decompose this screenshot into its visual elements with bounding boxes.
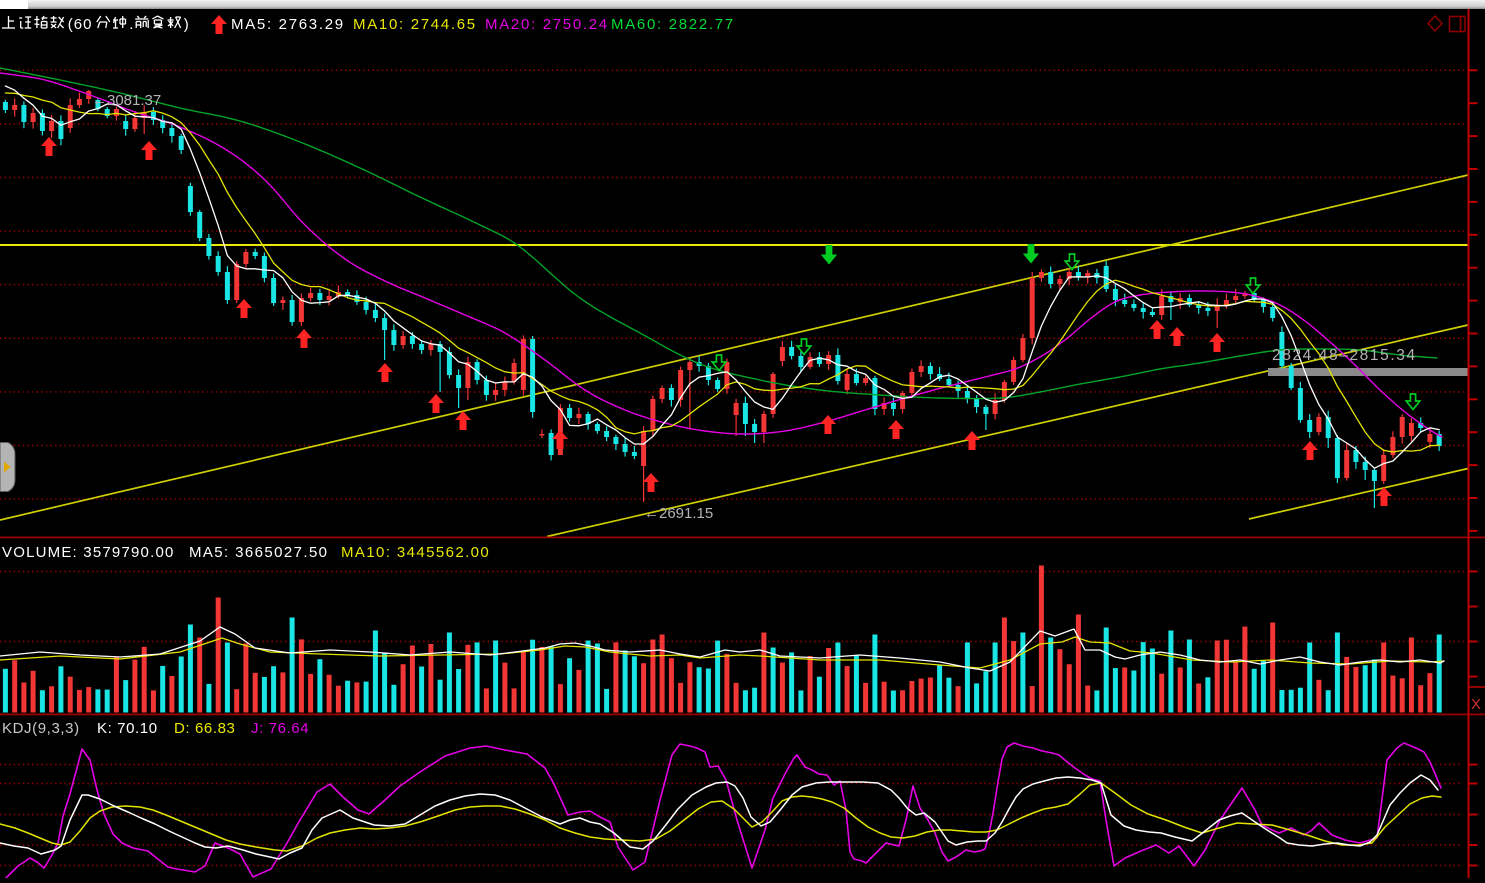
svg-text:K: 70.10: K: 70.10 xyxy=(97,720,158,737)
svg-text:MA5: 2763.29: MA5: 2763.29 xyxy=(231,16,345,33)
svg-text:X: X xyxy=(1471,696,1481,713)
svg-text:MA5: 3665027.50: MA5: 3665027.50 xyxy=(189,544,328,561)
svg-text:KDJ(9,3,3): KDJ(9,3,3) xyxy=(2,720,80,737)
svg-text:J: 76.64: J: 76.64 xyxy=(251,720,309,737)
svg-text:MA20: 2750.24: MA20: 2750.24 xyxy=(485,16,609,33)
svg-text:(60: (60 xyxy=(68,16,93,33)
svg-text:MA10: 3445562.00: MA10: 3445562.00 xyxy=(341,544,490,561)
svg-text:VOLUME: 3579790.00: VOLUME: 3579790.00 xyxy=(2,544,175,561)
svg-text:MA10: 2744.65: MA10: 2744.65 xyxy=(353,16,477,33)
svg-text:2824.48–2815.34: 2824.48–2815.34 xyxy=(1272,347,1417,364)
svg-text:): ) xyxy=(184,16,189,33)
svg-text:←2691.15: ←2691.15 xyxy=(644,505,713,522)
svg-text:MA60: 2822.77: MA60: 2822.77 xyxy=(611,16,735,33)
svg-text:.: . xyxy=(129,16,133,33)
svg-text:D: 66.83: D: 66.83 xyxy=(174,720,236,737)
svg-text:←3081.37: ←3081.37 xyxy=(92,92,161,109)
